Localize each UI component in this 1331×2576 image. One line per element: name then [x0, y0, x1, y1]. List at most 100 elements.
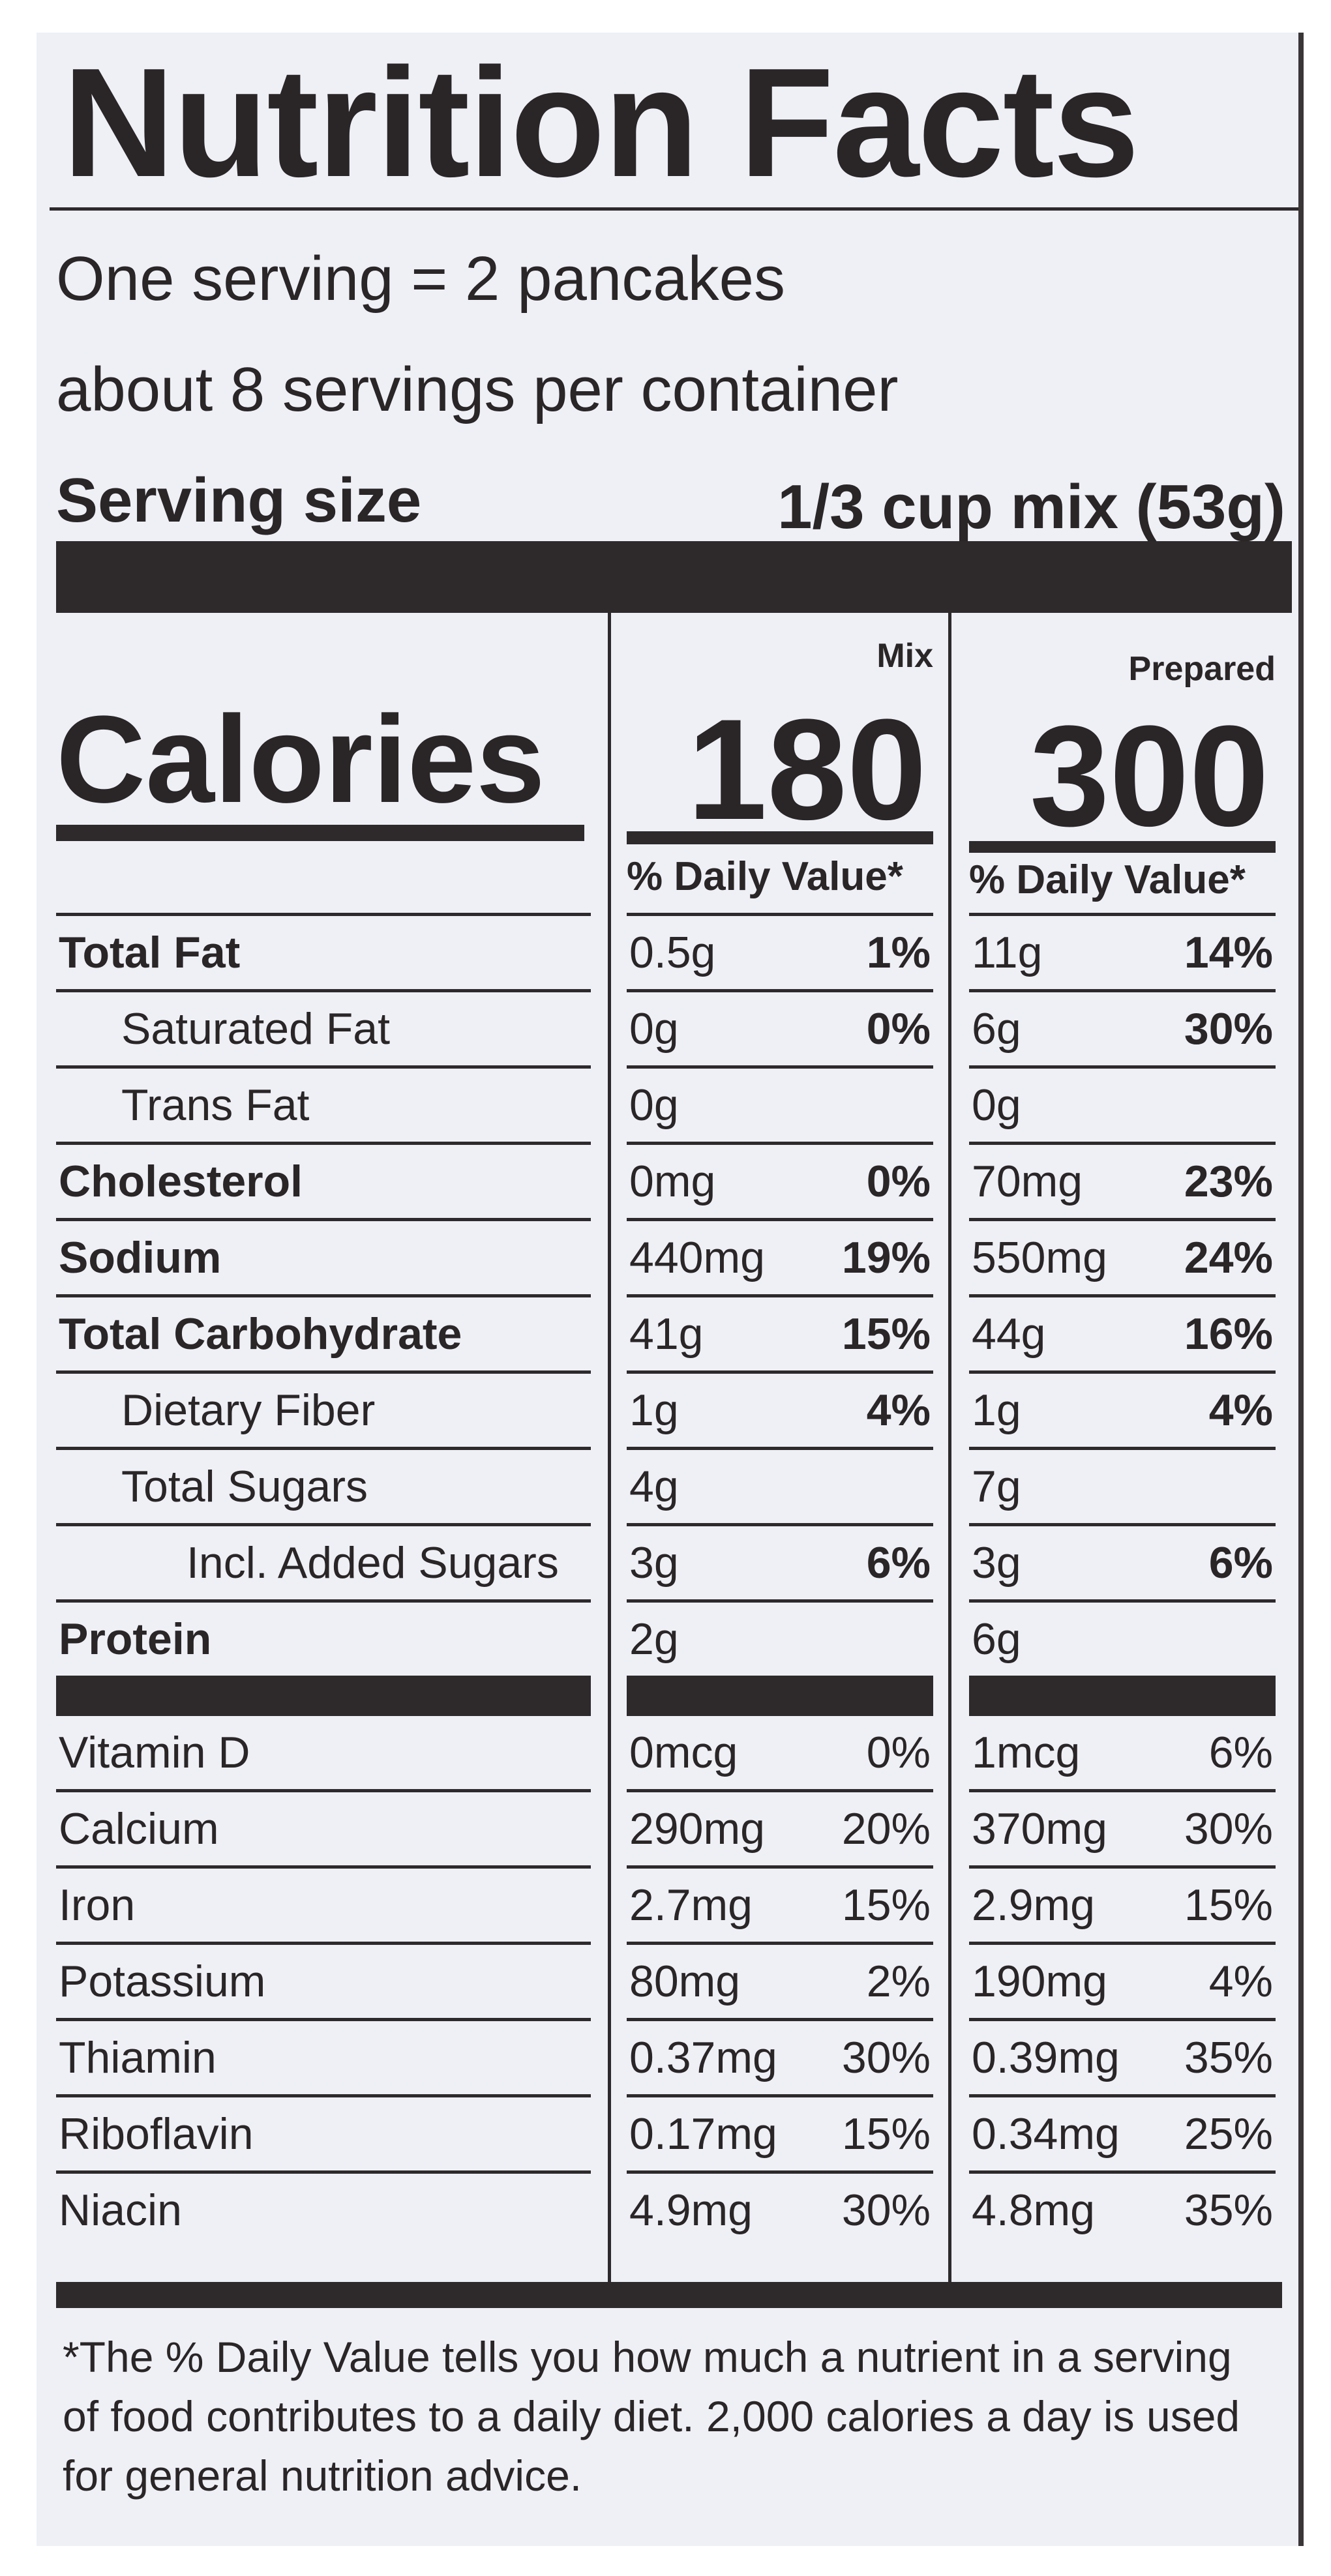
mix-amount: 0mg [629, 1157, 716, 1206]
mix-daily-value: 15% [841, 1309, 931, 1359]
prepared-value-row: 550mg 24% [969, 1218, 1276, 1294]
mix-amount: 3g [629, 1538, 679, 1588]
mix-calories-cell: Mix 180 [627, 626, 933, 844]
mix-daily-value: 20% [841, 1804, 931, 1854]
nutrient-name: Sodium [59, 1233, 222, 1282]
nutrient-name: Trans Fat [121, 1080, 310, 1130]
prepared-daily-value: 4% [1208, 1957, 1273, 2006]
mix-daily-value: 0% [866, 1728, 931, 1777]
mix-calories-bar [627, 831, 933, 844]
prepared-value-row: 7g [969, 1447, 1276, 1523]
nutrient-name: Vitamin D [59, 1728, 250, 1777]
prepared-value-row: 70mg 23% [969, 1142, 1276, 1218]
mix-daily-value: 15% [841, 2109, 931, 2159]
nutrient-name-row: Total Fat [56, 913, 591, 989]
footnote: *The % Daily Value tells you how much a … [63, 2333, 1240, 2500]
prepared-amount: 6g [972, 1614, 1021, 1664]
thick-divider-top [56, 541, 1292, 613]
mix-daily-value: 19% [841, 1233, 931, 1282]
mix-value-row: 440mg 19% [627, 1218, 933, 1294]
prepared-daily-value: 23% [1184, 1157, 1273, 1206]
nutrient-name-row: Cholesterol [56, 1142, 591, 1218]
mix-daily-value: 1% [866, 928, 931, 977]
mix-value-row: 4g [627, 1447, 933, 1523]
prepared-amount: 6g [972, 1004, 1021, 1054]
prepared-daily-value: 35% [1184, 2033, 1273, 2082]
nutrient-name-row: Iron [56, 1865, 591, 1942]
prepared-amount: 0g [972, 1080, 1021, 1130]
mix-value-row: 0.17mg 15% [627, 2094, 933, 2170]
nutrient-name-row: Thiamin [56, 2018, 591, 2094]
nutrient-name-row: Niacin [56, 2170, 591, 2247]
mix-amount: 0.37mg [629, 2033, 777, 2082]
calories-label: Calories [56, 690, 545, 829]
mix-amount: 1g [629, 1385, 679, 1435]
calories-cell: Calories [56, 626, 591, 841]
mix-amount: 290mg [629, 1804, 765, 1854]
mix-amount: 4g [629, 1462, 679, 1511]
nutrient-name-row: Vitamin D [56, 1713, 591, 1789]
prepared-daily-value: 16% [1184, 1309, 1273, 1359]
mix-amount: 440mg [629, 1233, 765, 1282]
prepared-daily-value: 6% [1208, 1538, 1273, 1588]
title-divider [50, 207, 1298, 211]
nutrient-name: Thiamin [59, 2033, 217, 2082]
prepared-dv-header: % Daily Value* [969, 857, 1246, 902]
nutrient-name: Protein [59, 1614, 212, 1664]
mix-thick-divider [627, 1676, 933, 1713]
mix-amount: 0mcg [629, 1728, 738, 1777]
prepared-daily-value: 35% [1184, 2185, 1273, 2235]
prepared-value-row: 44g 16% [969, 1294, 1276, 1370]
serving-line-2: about 8 servings per container [56, 355, 899, 424]
mix-value-row: 3g 6% [627, 1523, 933, 1599]
nutrient-name-row: Potassium [56, 1942, 591, 2018]
mix-value-row: 2.7mg 15% [627, 1865, 933, 1942]
mix-value-row: 0g [627, 1065, 933, 1142]
prepared-amount: 550mg [972, 1233, 1107, 1282]
prepared-value-row: 4.8mg 35% [969, 2170, 1276, 2247]
mix-amount: 80mg [629, 1957, 741, 2006]
mix-amount: 41g [629, 1309, 704, 1359]
prepared-value-row: 0g [969, 1065, 1276, 1142]
prepared-amount: 1mcg [972, 1728, 1081, 1777]
mix-value-row: 290mg 20% [627, 1789, 933, 1865]
mix-daily-value: 0% [866, 1157, 931, 1206]
mix-value-row: 1g 4% [627, 1370, 933, 1447]
nutrient-name: Iron [59, 1880, 136, 1930]
mix-value-row: 41g 15% [627, 1294, 933, 1370]
serving-size-label: Serving size [56, 466, 422, 535]
thick-divider-vitamins [56, 1676, 591, 1713]
mix-daily-value: 30% [841, 2033, 931, 2082]
thick-divider-bottom [56, 2282, 1282, 2308]
mix-daily-value: 4% [866, 1385, 931, 1435]
nutrient-name-row: Total Carbohydrate [56, 1294, 591, 1370]
label-column: Calories Total Fat Saturated Fat Trans Fat… [56, 626, 591, 2247]
nutrient-name-row: Riboflavin [56, 2094, 591, 2170]
prepared-value-row: 3g 6% [969, 1523, 1276, 1599]
prepared-amount: 1g [972, 1385, 1021, 1435]
nutrient-name-row: Dietary Fiber [56, 1370, 591, 1447]
mix-dv-header: % Daily Value* [627, 854, 903, 899]
prepared-value-row: 1g 4% [969, 1370, 1276, 1447]
mix-amount: 0.17mg [629, 2109, 777, 2159]
prepared-value-row: 190mg 4% [969, 1942, 1276, 2018]
nutrient-name: Total Sugars [121, 1462, 368, 1511]
prepared-amount: 3g [972, 1538, 1021, 1588]
prepared-daily-value: 4% [1208, 1385, 1273, 1435]
prepared-amount: 11g [972, 928, 1043, 977]
nutrient-name: Cholesterol [59, 1157, 303, 1206]
mix-amount: 2g [629, 1614, 679, 1664]
prepared-value-row: 6g 30% [969, 989, 1276, 1065]
prepared-value-row: 0.39mg 35% [969, 2018, 1276, 2094]
prepared-amount: 2.9mg [972, 1880, 1095, 1930]
prepared-amount: 7g [972, 1462, 1021, 1511]
prepared-amount: 190mg [972, 1957, 1107, 2006]
nutrition-label: Nutrition Facts One serving = 2 pancakes… [37, 33, 1304, 2546]
nutrient-name-row: Incl. Added Sugars [56, 1523, 591, 1599]
prepared-column: Prepared 300 % Daily Value* 11g 14% 6g 30% 0… [969, 626, 1276, 2247]
prepared-value-row: 370mg 30% [969, 1789, 1276, 1865]
prepared-amount: 370mg [972, 1804, 1107, 1854]
nutrient-name: Saturated Fat [121, 1004, 391, 1054]
mix-daily-value: 6% [866, 1538, 931, 1588]
nutrient-name: Niacin [59, 2185, 182, 2235]
